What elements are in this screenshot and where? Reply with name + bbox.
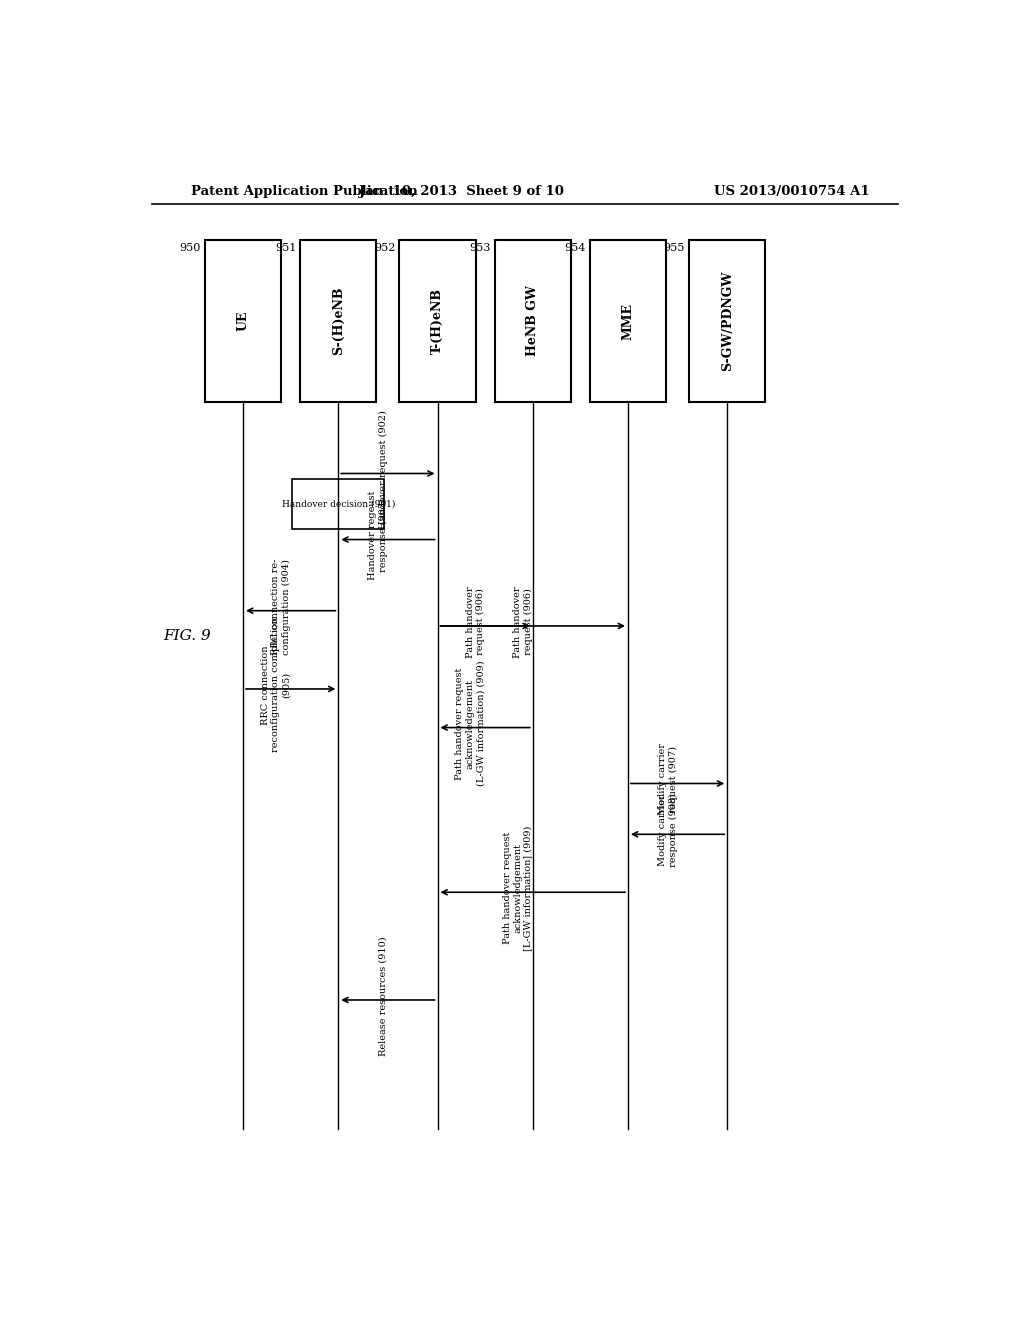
Text: Path handover request
acknowledgement
(L-GW information) (909): Path handover request acknowledgement (L… — [456, 661, 485, 787]
Bar — [205, 240, 282, 403]
Text: Path handover
request (906): Path handover request (906) — [466, 586, 485, 657]
Bar — [495, 240, 570, 403]
Text: Handover request (902): Handover request (902) — [379, 411, 388, 529]
Text: T-(H)eNB: T-(H)eNB — [431, 288, 444, 354]
Text: Patent Application Publication: Patent Application Publication — [191, 185, 418, 198]
Text: Path handover request
acknowledgement
[L-GW information] (909): Path handover request acknowledgement [L… — [503, 825, 532, 950]
Text: Path handover
request (906): Path handover request (906) — [513, 586, 532, 657]
Text: HeNB GW: HeNB GW — [526, 285, 540, 356]
Text: RRC connection
reconfiguration completion
(905): RRC connection reconfiguration completio… — [261, 618, 291, 752]
Text: 952: 952 — [374, 243, 395, 252]
Text: Release resources (910): Release resources (910) — [379, 936, 388, 1056]
Bar — [300, 240, 377, 403]
Text: UE: UE — [237, 310, 250, 331]
Bar — [292, 479, 384, 529]
Text: S-GW/PDNGW: S-GW/PDNGW — [721, 271, 733, 371]
Bar — [590, 240, 666, 403]
Text: 950: 950 — [179, 243, 201, 252]
Text: US 2013/0010754 A1: US 2013/0010754 A1 — [715, 185, 870, 198]
Text: 955: 955 — [664, 243, 685, 252]
Text: 953: 953 — [469, 243, 490, 252]
Text: FIG. 9: FIG. 9 — [164, 630, 211, 643]
Text: Modify carrier
response (908): Modify carrier response (908) — [658, 793, 678, 867]
Text: Handover regeust
response (903): Handover regeust response (903) — [369, 491, 388, 581]
Text: MME: MME — [622, 302, 635, 339]
Text: 951: 951 — [274, 243, 296, 252]
Text: 954: 954 — [564, 243, 586, 252]
Bar — [399, 240, 475, 403]
Text: S-(H)eNB: S-(H)eNB — [332, 286, 345, 355]
Text: RRC connection re-
configuration (904): RRC connection re- configuration (904) — [271, 558, 291, 655]
Text: Handover decision (901): Handover decision (901) — [282, 499, 395, 508]
Text: Jan. 10, 2013  Sheet 9 of 10: Jan. 10, 2013 Sheet 9 of 10 — [358, 185, 564, 198]
Bar — [689, 240, 765, 403]
Text: Modify carrier
request (907): Modify carrier request (907) — [658, 743, 678, 816]
